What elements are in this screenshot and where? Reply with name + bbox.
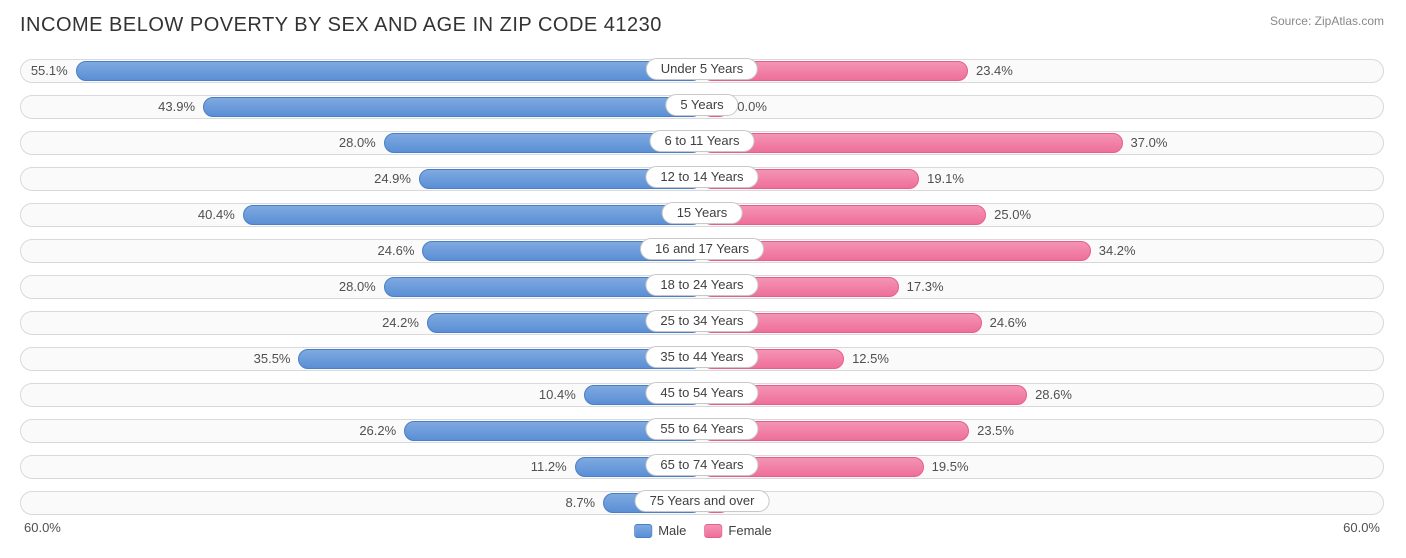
- chart-row: 28.0% 37.0% 6 to 11 Years: [20, 126, 1384, 160]
- female-value: 24.6%: [990, 311, 1027, 335]
- male-value: 8.7%: [565, 491, 595, 515]
- age-label: 65 to 74 Years: [645, 454, 758, 476]
- chart-row: 11.2% 19.5% 65 to 74 Years: [20, 450, 1384, 484]
- male-value: 28.0%: [339, 131, 376, 155]
- chart-row: 35.5% 12.5% 35 to 44 Years: [20, 342, 1384, 376]
- female-bar: [702, 205, 986, 225]
- female-value: 0.0%: [737, 95, 767, 119]
- chart-row: 40.4% 25.0% 15 Years: [20, 198, 1384, 232]
- legend: Male Female: [634, 520, 772, 540]
- male-bar: [298, 349, 702, 369]
- female-value: 25.0%: [994, 203, 1031, 227]
- axis-left-max: 60.0%: [24, 520, 61, 535]
- legend-female-label: Female: [728, 523, 771, 538]
- source-label: Source: ZipAtlas.com: [1270, 14, 1384, 28]
- female-swatch: [704, 524, 722, 538]
- female-value: 19.5%: [932, 455, 969, 479]
- legend-female: Female: [704, 522, 771, 538]
- chart-row: 26.2% 23.5% 55 to 64 Years: [20, 414, 1384, 448]
- female-value: 37.0%: [1131, 131, 1168, 155]
- male-value: 24.2%: [382, 311, 419, 335]
- chart-row: 43.9% 0.0%5 Years: [20, 90, 1384, 124]
- male-value: 24.9%: [374, 167, 411, 191]
- chart-row: 24.9% 19.1% 12 to 14 Years: [20, 162, 1384, 196]
- age-label: 45 to 54 Years: [645, 382, 758, 404]
- age-label: 18 to 24 Years: [645, 274, 758, 296]
- age-label: 75 Years and over: [635, 490, 770, 512]
- chart-title: INCOME BELOW POVERTY BY SEX AND AGE IN Z…: [0, 0, 1406, 37]
- male-value: 28.0%: [339, 275, 376, 299]
- chart-row: 24.2% 24.6% 25 to 34 Years: [20, 306, 1384, 340]
- female-bar: [702, 133, 1123, 153]
- male-value: 35.5%: [254, 347, 291, 371]
- male-value: 26.2%: [359, 419, 396, 443]
- age-label: 6 to 11 Years: [650, 130, 755, 152]
- male-bar: [76, 61, 702, 81]
- female-value: 17.3%: [907, 275, 944, 299]
- chart-row: 10.4% 28.6% 45 to 54 Years: [20, 378, 1384, 412]
- age-label: 15 Years: [662, 202, 743, 224]
- chart-row: 55.1% 23.4% Under 5 Years: [20, 54, 1384, 88]
- legend-male-label: Male: [658, 523, 686, 538]
- male-bar: [243, 205, 702, 225]
- age-label: 16 and 17 Years: [640, 238, 764, 260]
- age-label: Under 5 Years: [646, 58, 758, 80]
- female-value: 34.2%: [1099, 239, 1136, 263]
- male-value: 10.4%: [539, 383, 576, 407]
- male-value: 11.2%: [531, 455, 567, 479]
- male-bar: [203, 97, 702, 117]
- male-value: 43.9%: [158, 95, 195, 119]
- age-label: 5 Years: [665, 94, 738, 116]
- chart-row: 24.6% 34.2% 16 and 17 Years: [20, 234, 1384, 268]
- age-label: 25 to 34 Years: [645, 310, 758, 332]
- male-value: 40.4%: [198, 203, 235, 227]
- diverging-bar-chart: 55.1% 23.4% Under 5 Years 43.9% 0.0%5 Years 2…: [20, 54, 1384, 522]
- male-value: 24.6%: [378, 239, 415, 263]
- male-swatch: [634, 524, 652, 538]
- age-label: 35 to 44 Years: [645, 346, 758, 368]
- chart-row: 8.7%2.5%75 Years and over: [20, 486, 1384, 520]
- legend-male: Male: [634, 522, 686, 538]
- female-value: 23.4%: [976, 59, 1013, 83]
- axis-right-max: 60.0%: [1343, 520, 1380, 535]
- female-value: 19.1%: [927, 167, 964, 191]
- age-label: 12 to 14 Years: [645, 166, 758, 188]
- female-value: 23.5%: [977, 419, 1014, 443]
- female-value: 28.6%: [1035, 383, 1072, 407]
- male-value: 55.1%: [31, 59, 68, 83]
- female-value: 12.5%: [852, 347, 889, 371]
- chart-row: 28.0% 17.3% 18 to 24 Years: [20, 270, 1384, 304]
- age-label: 55 to 64 Years: [645, 418, 758, 440]
